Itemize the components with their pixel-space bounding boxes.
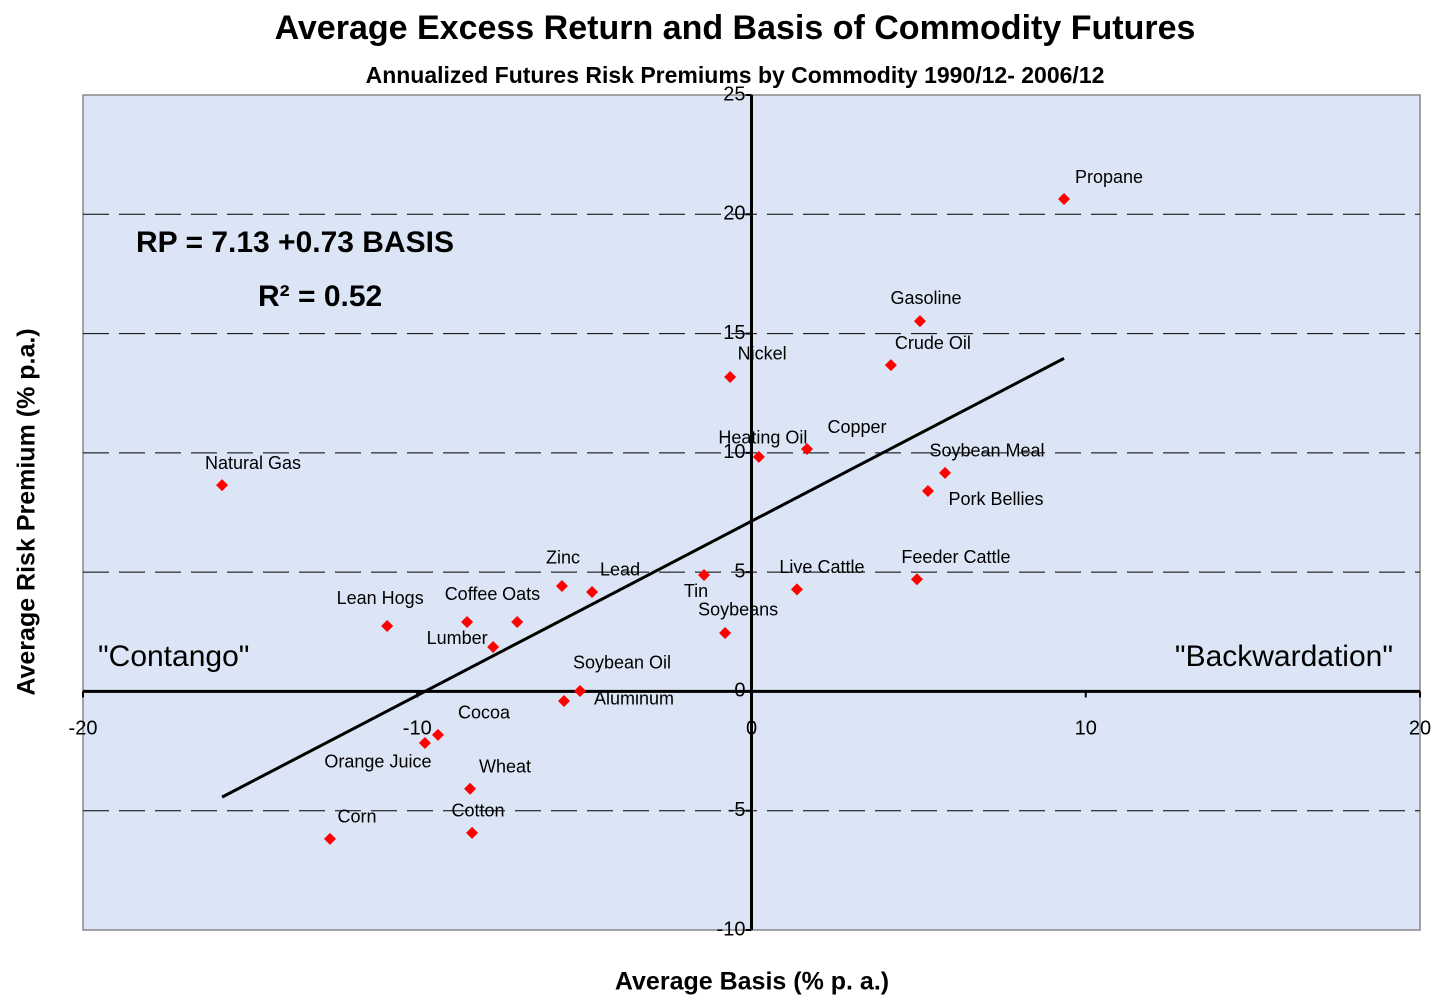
- data-point: [790, 583, 803, 596]
- x-tick-label: 20: [1409, 718, 1431, 740]
- data-point: [921, 485, 934, 498]
- x-tick-label: -20: [69, 718, 98, 740]
- point-label: Live Cattle: [779, 557, 864, 577]
- data-point: [466, 826, 479, 839]
- y-tick-label: 0: [734, 680, 745, 702]
- point-label: Lumber: [427, 628, 488, 648]
- point-label: Orange Juice: [324, 752, 431, 772]
- data-point: [800, 443, 813, 456]
- point-label: Corn: [338, 807, 377, 827]
- point-label: Wheat: [479, 757, 531, 777]
- x-tick-label: 0: [746, 718, 757, 740]
- point-label: Soybean Oil: [573, 653, 671, 673]
- y-axis-label: Average Risk Premium (% p.a.): [13, 328, 41, 695]
- point-label: Cocoa: [458, 703, 511, 723]
- point-label: Aluminum: [594, 689, 674, 709]
- data-point: [461, 616, 474, 629]
- trendline: [221, 357, 1065, 799]
- data-point: [431, 728, 444, 741]
- data-point: [910, 573, 923, 586]
- data-point: [698, 569, 711, 582]
- point-label: Nickel: [738, 344, 787, 364]
- data-point: [511, 616, 524, 629]
- equation: RP = 7.13 +0.73 BASIS: [136, 226, 454, 259]
- y-tick-label: 15: [723, 322, 745, 344]
- x-tick-label: -10: [403, 718, 432, 740]
- r-squared: R² = 0.52: [258, 280, 382, 313]
- point-label: Heating Oil: [718, 428, 807, 448]
- data-point: [555, 579, 568, 592]
- data-point: [324, 832, 337, 845]
- data-point: [884, 359, 897, 372]
- y-tick-label: -10: [717, 918, 746, 940]
- data-point: [586, 585, 599, 598]
- data-point: [464, 782, 477, 795]
- point-label: Coffee: [445, 584, 498, 604]
- point-label: Soybeans: [698, 600, 778, 620]
- point-label: Gasoline: [890, 288, 961, 308]
- data-point: [724, 370, 737, 383]
- data-point: [574, 684, 587, 697]
- y-tick-label: 5: [734, 560, 745, 582]
- x-axis-label: Average Basis (% p. a.): [615, 968, 889, 996]
- data-point: [752, 450, 765, 463]
- chart-subtitle: Annualized Futures Risk Premiums by Comm…: [366, 62, 1105, 88]
- data-point: [216, 479, 229, 492]
- plot-layer: -10 -5 0 5 10 15 20 25 -20 -10 0 10 20 Propane Gasolin…: [69, 83, 1432, 940]
- point-label: Pork Bellies: [948, 489, 1043, 509]
- y-tick-label: 20: [723, 203, 745, 225]
- point-label: Soybean Meal: [929, 441, 1044, 461]
- data-point: [719, 626, 732, 639]
- y-tick-label: 10: [723, 441, 745, 463]
- data-point: [913, 315, 926, 328]
- data-point: [1058, 193, 1071, 206]
- point-label: Lean Hogs: [337, 588, 424, 608]
- chart-title: Average Excess Return and Basis of Commo…: [275, 9, 1196, 47]
- point-label: Natural Gas: [205, 453, 301, 473]
- data-point: [939, 466, 952, 479]
- data-point: [418, 736, 431, 749]
- point-label: Cotton: [452, 801, 505, 821]
- point-label: Crude Oil: [895, 333, 971, 353]
- y-tick-label: 25: [723, 83, 745, 105]
- point-label: Copper: [827, 417, 886, 437]
- point-label: Tin: [684, 581, 708, 601]
- data-point: [487, 641, 500, 654]
- point-label: Propane: [1075, 167, 1143, 187]
- y-tick-label: -5: [728, 799, 746, 821]
- data-point: [381, 620, 394, 633]
- data-point: [557, 694, 570, 707]
- contango-label: "Contango": [98, 640, 249, 673]
- point-label: Feeder Cattle: [901, 547, 1010, 567]
- point-label: Oats: [502, 584, 540, 604]
- x-tick-label: 10: [1075, 718, 1097, 740]
- point-label: Lead: [600, 560, 640, 580]
- backwardation-label: "Backwardation": [1175, 640, 1393, 673]
- point-label: Zinc: [546, 548, 580, 568]
